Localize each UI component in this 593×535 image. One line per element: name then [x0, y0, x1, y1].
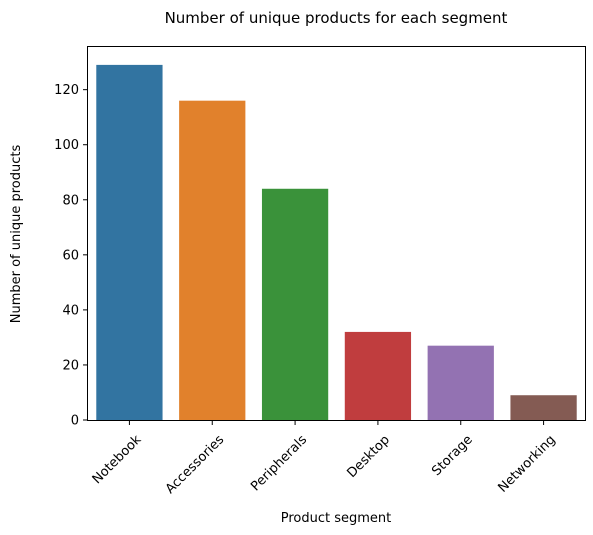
- bar-peripherals: [261, 188, 329, 420]
- bars-group: [96, 64, 577, 421]
- bar-desktop: [344, 331, 412, 420]
- y-tick-label: 80: [62, 193, 79, 208]
- x-tick-label-peripherals: Peripherals: [248, 432, 310, 494]
- axes-frame: [87, 46, 586, 421]
- x-tick-label-storage: Storage: [429, 432, 476, 479]
- y-axis-label: Number of unique products: [9, 145, 24, 324]
- y-tick-label: 0: [71, 414, 79, 429]
- y-tick-label: 120: [54, 83, 79, 98]
- y-tick-label: 20: [62, 358, 79, 373]
- x-axis-ticks: Notebook Accessories Peripherals Desktop Sto…: [90, 420, 559, 497]
- x-tick-label-notebook: Notebook: [90, 432, 145, 487]
- x-tick-label-desktop: Desktop: [344, 432, 393, 481]
- y-tick-label: 40: [62, 303, 79, 318]
- y-axis-ticks: 0 20 40 60 80 100 120: [54, 83, 88, 429]
- x-tick-label-networking: Networking: [495, 432, 558, 495]
- y-tick-label: 60: [62, 248, 79, 263]
- bar-storage: [427, 345, 494, 420]
- chart-title: Number of unique products for each segme…: [165, 9, 508, 27]
- bar-accessories: [179, 100, 246, 421]
- y-tick-label: 100: [54, 138, 79, 153]
- x-axis-label: Product segment: [281, 511, 392, 526]
- x-tick-label-accessories: Accessories: [163, 432, 228, 497]
- bar-networking: [510, 395, 577, 420]
- bar-notebook: [96, 64, 163, 420]
